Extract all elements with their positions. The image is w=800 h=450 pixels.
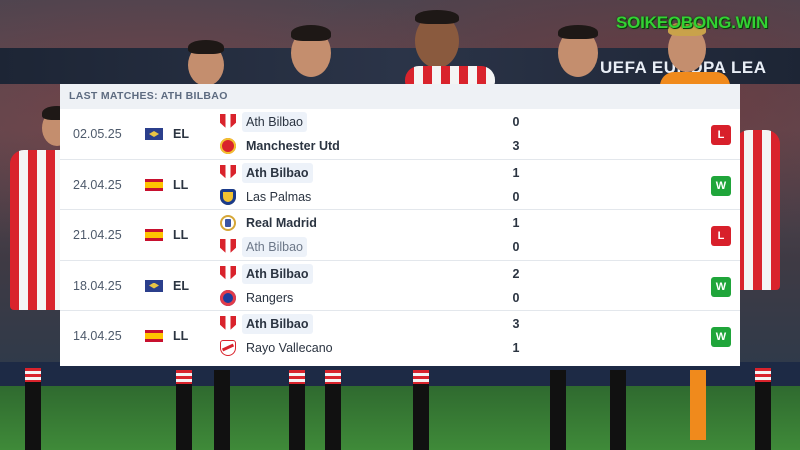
away-score: 3 [512,139,520,153]
match-date: 24.04.25 [73,177,122,192]
result-badge: W [711,327,731,347]
match-row[interactable]: 14.04.25 LL Ath Bilbao Rayo Vallecano 3 … [60,311,740,362]
rayo-vallecano-crest-icon [220,340,236,356]
match-date: 21.04.25 [73,228,122,242]
match-row[interactable]: 24.04.25 LL Ath Bilbao Las Palmas 1 0 W [60,160,740,210]
away-team-name: Rangers [246,290,294,305]
away-team-name: Las Palmas [246,189,312,204]
last-matches-panel: LAST MATCHES: ATH BILBAO 02.05.25 EL Ath… [60,84,740,366]
home-team-name: Real Madrid [246,216,317,230]
panel-title: LAST MATCHES: ATH BILBAO [60,84,740,109]
watermark-logo: SOIKEOBONG.WIN [616,13,769,32]
home-team-name: Ath Bilbao [242,314,313,334]
result-badge: L [711,125,731,145]
result-badge: W [711,276,731,297]
home-score: 1 [512,216,520,230]
away-team-name: Rayo Vallecano [246,341,333,355]
result-badge: W [711,175,731,196]
away-team-name: Ath Bilbao [242,237,307,257]
competition-code: LL [173,329,189,343]
competition-code: EL [173,278,189,293]
pitch [0,386,800,450]
spain-flag-icon [145,229,163,241]
home-team-name: Ath Bilbao [242,112,307,132]
away-score: 0 [512,290,520,305]
away-score: 0 [512,240,520,254]
home-score: 2 [512,266,520,281]
ath-bilbao-crest-icon [220,239,236,255]
match-row[interactable]: 21.04.25 LL Real Madrid Ath Bilbao 1 0 L [60,210,740,261]
ath-bilbao-crest-icon [220,114,236,130]
home-score: 3 [512,317,520,331]
competition-code: EL [173,127,189,141]
real-madrid-crest-icon [220,215,236,231]
match-date: 14.04.25 [73,329,122,343]
match-date: 18.04.25 [73,278,122,293]
home-score: 0 [512,115,520,129]
advertising-board [0,362,800,390]
match-row[interactable]: 18.04.25 EL Ath Bilbao Rangers 2 0 W [60,261,740,311]
competition-code: LL [173,177,189,192]
europa-league-flag-icon [145,279,163,292]
home-team-name: Ath Bilbao [242,263,313,284]
europa-league-flag-icon [145,128,163,140]
away-score: 1 [512,341,520,355]
away-team-name: Manchester Utd [246,139,340,153]
away-score: 0 [512,189,520,204]
match-date: 02.05.25 [73,127,122,141]
las-palmas-crest-icon [220,188,236,205]
ath-bilbao-crest-icon [220,164,236,181]
rangers-crest-icon [220,289,236,306]
result-badge: L [711,226,731,246]
competition-code: LL [173,228,189,242]
spain-flag-icon [145,330,163,342]
ath-bilbao-crest-icon [220,265,236,282]
spain-flag-icon [145,178,163,191]
match-row[interactable]: 02.05.25 EL Ath Bilbao Manchester Utd 0 … [60,109,740,160]
manchester-utd-crest-icon [220,138,236,154]
home-team-name: Ath Bilbao [242,162,313,183]
home-score: 1 [512,165,520,180]
ath-bilbao-crest-icon [220,316,236,332]
